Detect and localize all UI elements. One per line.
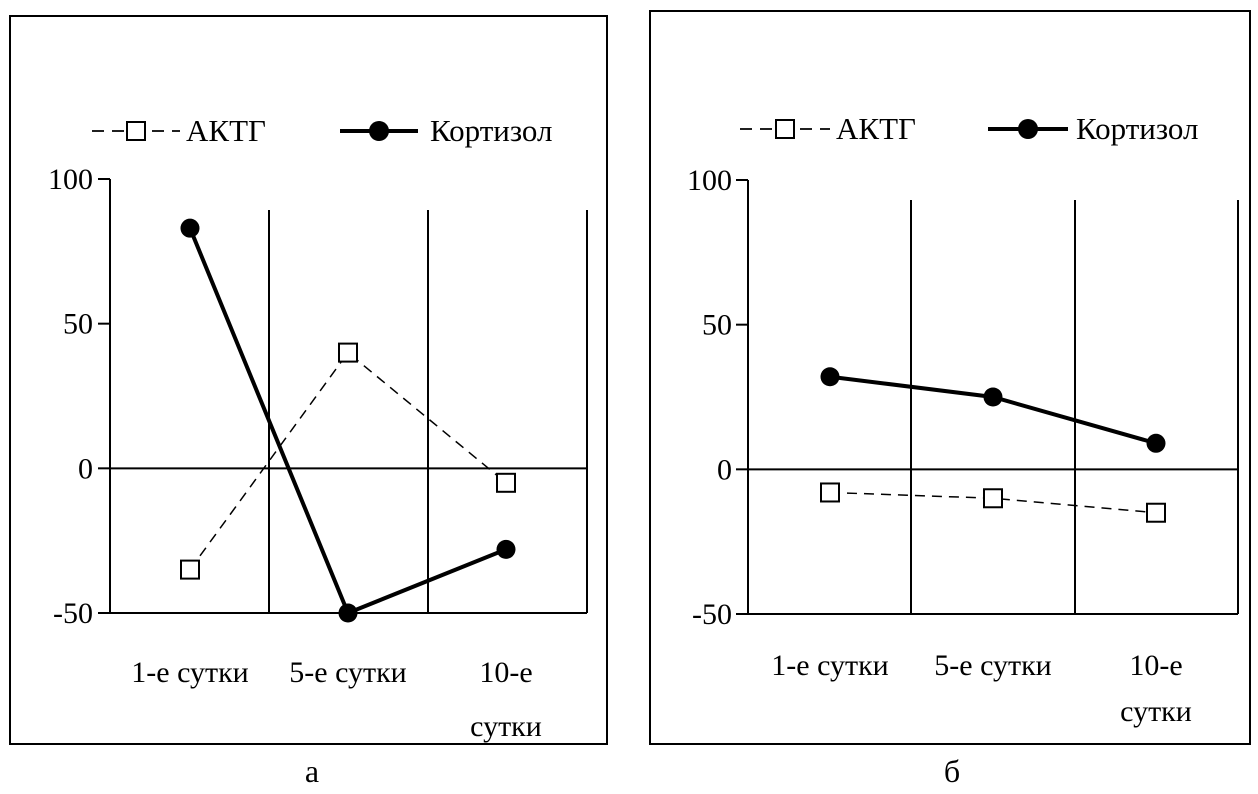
- data-point-square: [820, 482, 840, 503]
- y-tick-label: -50: [53, 597, 93, 630]
- data-point-circle: [338, 603, 358, 623]
- y-tick-label: -50: [692, 598, 732, 631]
- x-tick-label: 10-е: [479, 656, 532, 689]
- legend-label: АКТГ: [836, 111, 916, 146]
- series-line-1: [829, 491, 1157, 514]
- y-tick-label: 50: [702, 309, 732, 342]
- data-point-square: [338, 342, 358, 363]
- data-point-square: [983, 488, 1003, 509]
- legend-marker-circle: [369, 121, 389, 141]
- data-point-square: [180, 559, 200, 580]
- legend-label: АКТГ: [186, 113, 266, 148]
- chart-panel-2: -50 0 50 100 1-е сутки 5-е сутки 10-е сутки АКТГ…: [649, 10, 1251, 789]
- panel-label: б: [944, 753, 960, 789]
- x-tick-label: 1-е сутки: [131, 656, 248, 689]
- legend-marker-circle: [1018, 119, 1038, 139]
- legend-marker-square: [775, 119, 795, 139]
- y-tick-label: 100: [48, 163, 93, 196]
- data-point-circle: [1146, 433, 1166, 453]
- y-tick-label: 0: [78, 452, 93, 485]
- x-tick-label: сутки: [1120, 695, 1192, 728]
- data-point-square: [496, 472, 516, 493]
- legend-label: Кортизол: [430, 113, 553, 148]
- legend-label: Кортизол: [1076, 111, 1199, 146]
- series-line-2: [829, 374, 1157, 446]
- y-tick-label: 100: [687, 164, 732, 197]
- data-point-circle: [180, 218, 200, 238]
- data-point-square: [1146, 502, 1166, 523]
- panel-frame: [649, 10, 1251, 745]
- y-tick-label: 50: [63, 308, 93, 341]
- chart-panel-1: -50 0 50 100 1-е сутки 5-е сутки 10-е сутки АКТГ…: [9, 15, 608, 789]
- panel-frame: [9, 15, 608, 745]
- panel-label: а: [305, 753, 319, 789]
- x-tick-label: сутки: [470, 710, 542, 743]
- legend-marker-square: [126, 121, 146, 141]
- series-line-2: [188, 227, 507, 616]
- x-tick-label: 10-е: [1129, 649, 1182, 682]
- data-point-circle: [983, 387, 1003, 407]
- y-tick-label: 0: [717, 453, 732, 486]
- x-tick-label: 1-е сутки: [771, 649, 888, 682]
- data-point-circle: [820, 367, 840, 387]
- series-line-1: [189, 351, 507, 571]
- data-point-circle: [496, 539, 516, 559]
- x-tick-label: 5-е сутки: [289, 656, 406, 689]
- x-tick-label: 5-е сутки: [934, 649, 1051, 682]
